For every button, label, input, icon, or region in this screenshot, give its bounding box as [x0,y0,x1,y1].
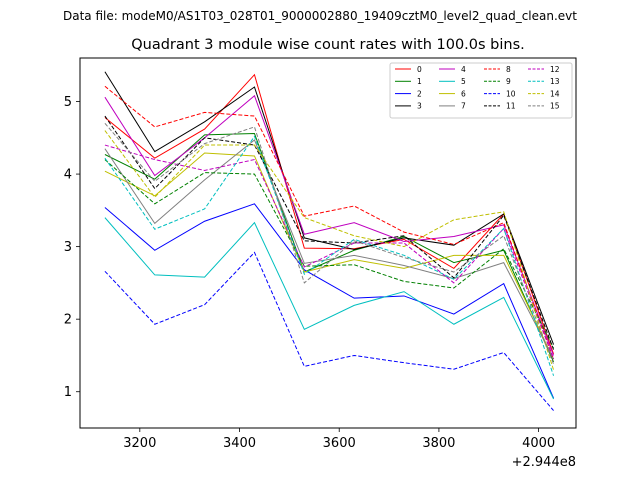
series-line-9 [104,159,555,349]
legend-label-0: 0 [417,65,422,74]
y-tick-label-5: 5 [64,95,72,110]
legend-label-5: 5 [461,77,466,86]
series-line-15 [104,122,555,365]
legend-label-2: 2 [417,89,422,98]
legend-label-10: 10 [506,89,516,98]
plot-frame [79,57,577,429]
legend-box [389,62,573,119]
series-line-10 [104,251,554,411]
legend-label-6: 6 [461,89,466,98]
x-tick-label-3800: 3800 [422,436,455,451]
legend-label-1: 1 [417,77,422,86]
x-tick-label-3400: 3400 [223,436,256,451]
series-line-0 [104,73,555,355]
x-tick-label-3200: 3200 [123,436,156,451]
series-line-14 [104,130,555,371]
x-axis-offset-label: +2.944e8 [512,455,576,470]
series-line-2 [104,203,555,399]
x-axis: 3200 3400 3600 3800 4000 [123,428,555,451]
y-tick-label-3: 3 [64,240,72,255]
legend-label-15: 15 [550,102,560,111]
x-tick-label-3600: 3600 [323,436,356,451]
chart-suptitle: Data file: modeM0/AS1T03_028T01_90000028… [63,9,577,23]
series-line-6 [104,152,555,360]
x-tick-label-4000: 4000 [522,436,555,451]
legend-label-9: 9 [506,77,511,86]
legend-label-3: 3 [417,102,422,111]
series-line-7 [104,139,555,360]
y-tick-label-4: 4 [64,168,72,183]
series-line-8 [104,85,555,360]
y-tick-label-1: 1 [64,385,72,400]
legend-label-7: 7 [461,102,466,111]
y-axis: 1 2 3 4 5 [64,95,80,400]
series-line-5 [104,217,555,400]
legend-label-12: 12 [550,65,560,74]
legend-label-8: 8 [506,65,511,74]
legend-label-14: 14 [550,89,560,98]
series-line-3 [104,71,555,345]
legend-label-13: 13 [550,77,560,86]
legend-label-4: 4 [461,65,466,74]
chart-title: Quadrant 3 module wise count rates with … [131,37,525,53]
legend-label-11: 11 [506,102,516,111]
series-line-4 [104,94,555,356]
y-tick-label-2: 2 [64,313,72,328]
series-layer [104,71,555,411]
series-line-11 [104,115,555,350]
